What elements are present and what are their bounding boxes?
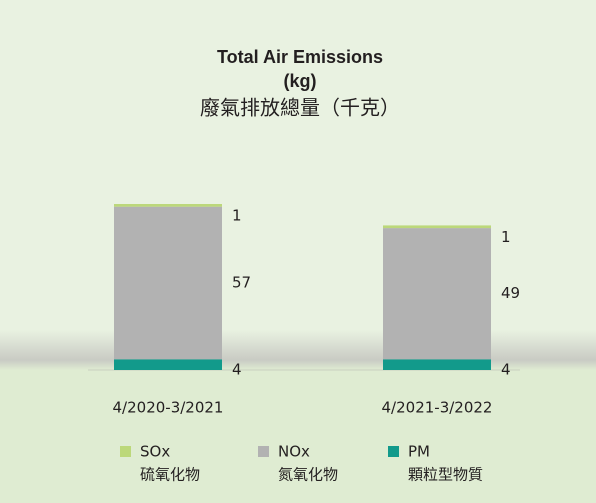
value-label: 4 xyxy=(232,361,242,379)
chart-title: Total Air Emissions xyxy=(217,47,383,67)
bar-segment xyxy=(383,228,491,360)
background-lower xyxy=(0,370,596,503)
bar-segment xyxy=(114,204,222,207)
legend-label-zh: 氮氧化物 xyxy=(278,466,338,484)
bar-segment xyxy=(114,206,222,360)
value-label: 49 xyxy=(501,284,520,302)
legend-label-zh: 顆粒型物質 xyxy=(408,466,483,484)
chart-subtitle: 廢氣排放總量（千克） xyxy=(200,96,400,120)
bar-segment xyxy=(383,359,491,370)
bar-segment xyxy=(383,225,491,229)
x-tick-label: 4/2020-3/2021 xyxy=(113,399,224,417)
legend-label: NOx xyxy=(278,443,310,461)
value-label: 1 xyxy=(501,228,511,246)
background-band xyxy=(0,330,596,370)
legend-swatch xyxy=(388,446,399,457)
legend-label-zh: 硫氧化物 xyxy=(140,466,200,484)
x-tick-label: 4/2021-3/2022 xyxy=(382,399,493,417)
legend-swatch xyxy=(258,446,269,457)
bar-segment xyxy=(114,359,222,370)
legend-swatch xyxy=(120,446,131,457)
value-label: 1 xyxy=(232,207,242,225)
chart-unit: (kg) xyxy=(284,71,317,91)
legend-label: PM xyxy=(408,443,430,461)
value-label: 4 xyxy=(501,361,511,379)
legend-label: SOx xyxy=(140,443,170,461)
value-label: 57 xyxy=(232,273,251,291)
